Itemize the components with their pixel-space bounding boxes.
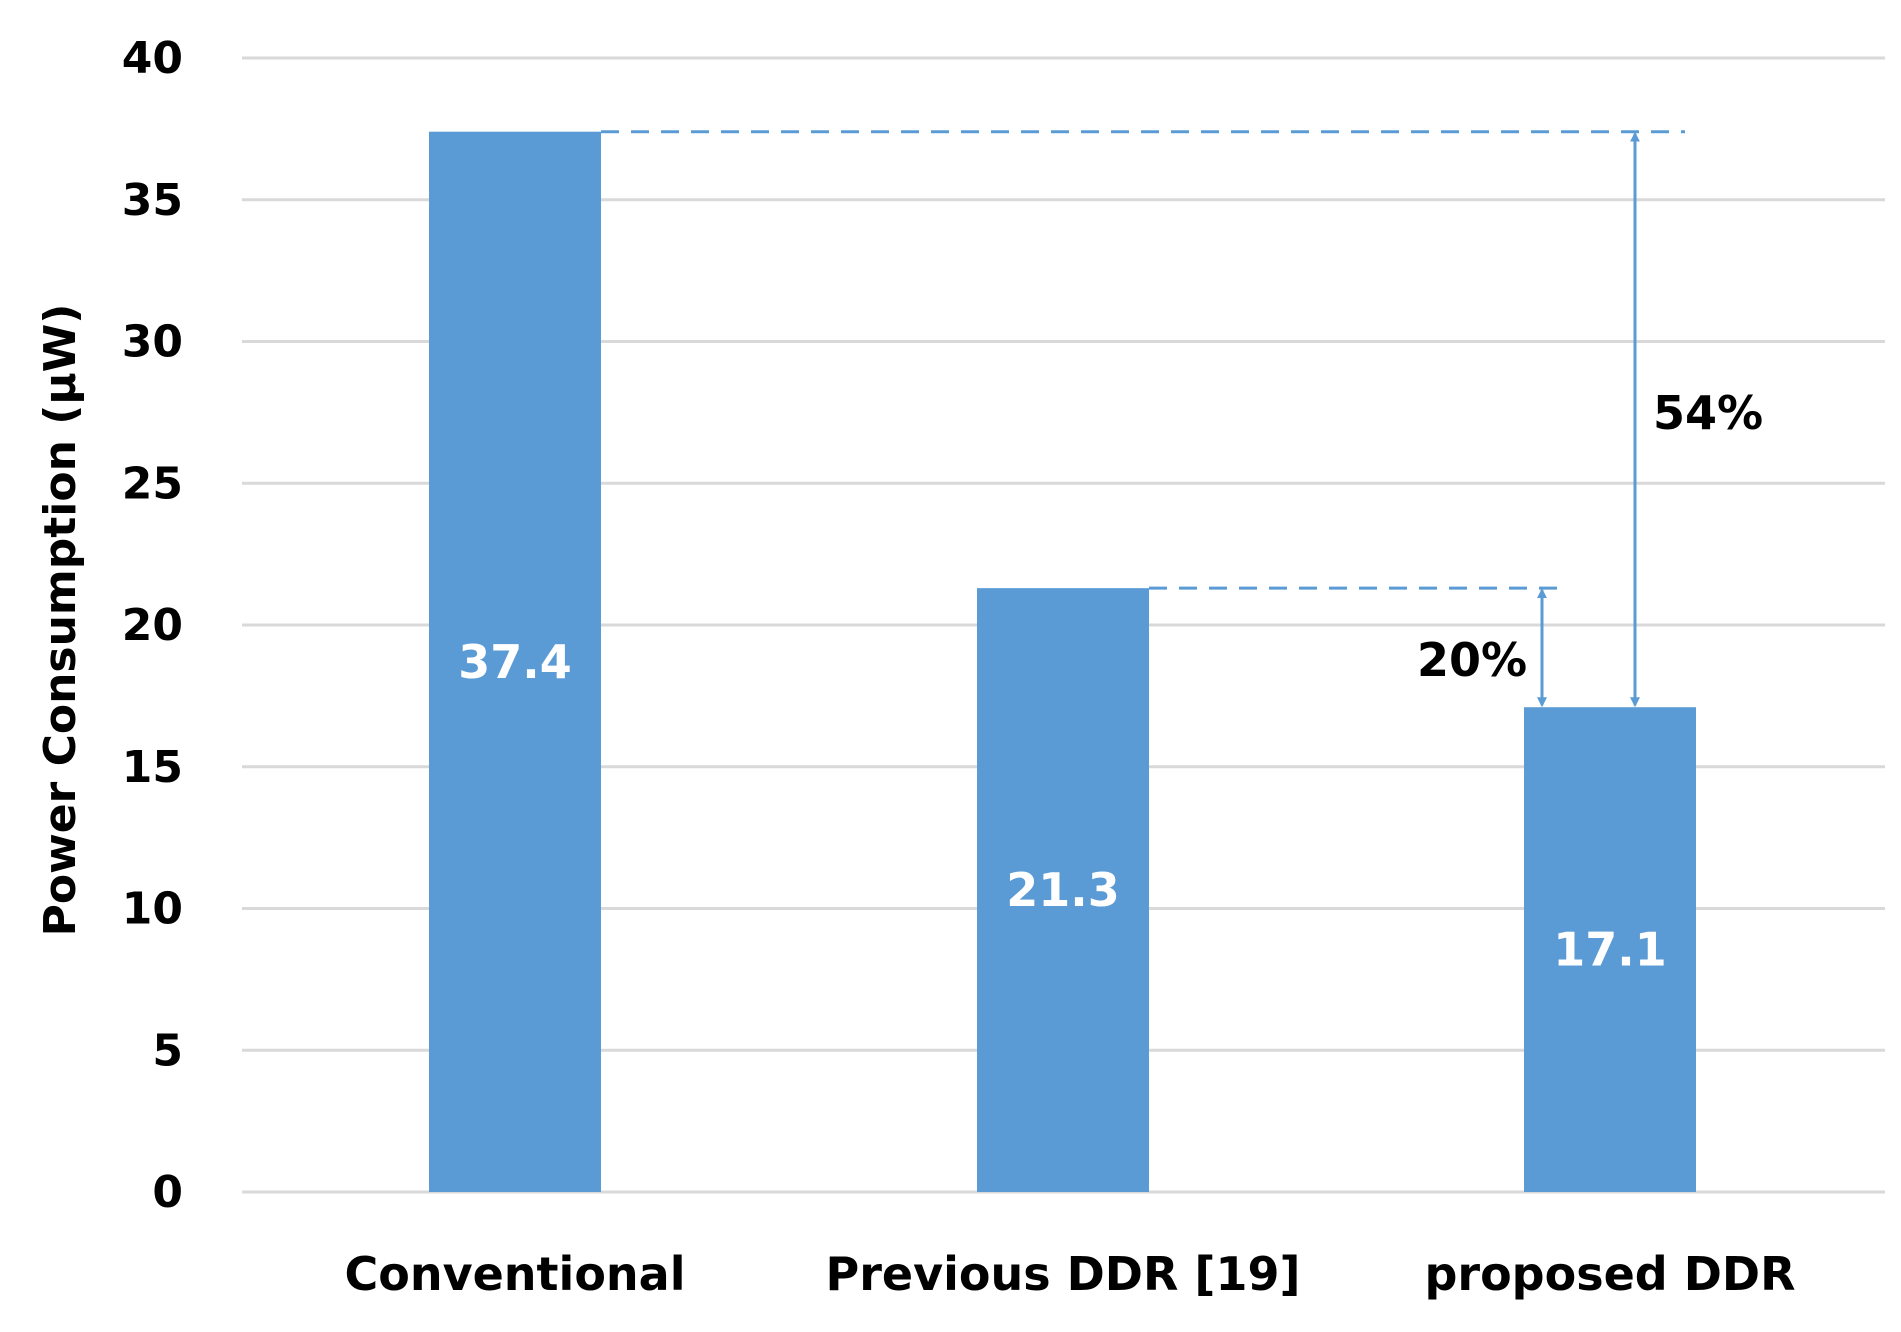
annotation-label-20: 20%: [1417, 633, 1527, 687]
y-tick-label-30: 30: [122, 317, 183, 368]
x-category-label-conventional: Conventional: [345, 1247, 686, 1301]
bar-conventional: [429, 131, 601, 1193]
x-category-label-proposed-ddr: proposed DDR: [1424, 1247, 1795, 1301]
y-tick-label-0: 0: [152, 1167, 183, 1218]
x-axis-categories: Conventional Previous DDR [19] proposed DD…: [345, 1247, 1796, 1301]
data-labels: 37.4 21.3 17.1 54% 20%: [458, 386, 1763, 977]
annotation-label-54: 54%: [1653, 386, 1763, 440]
y-axis-title: Power Consumption (μW): [35, 304, 86, 937]
data-label-proposed-ddr: 17.1: [1553, 923, 1667, 977]
reference-lines: [601, 130, 1685, 708]
y-tick-label-20: 20: [122, 600, 183, 651]
y-tick-label-5: 5: [152, 1025, 183, 1076]
y-axis-ticks: 0 5 10 15 20 25 30 35 40: [122, 33, 183, 1218]
bar-proposed-ddr: [1524, 707, 1696, 1192]
y-tick-label-15: 15: [122, 742, 183, 793]
bar-previous-ddr-19: [977, 588, 1149, 1192]
data-label-conventional: 37.4: [458, 635, 572, 689]
y-tick-label-40: 40: [122, 33, 183, 84]
y-tick-label-10: 10: [122, 884, 183, 935]
y-tick-label-25: 25: [122, 458, 183, 509]
bars: [429, 131, 1696, 1193]
y-tick-label-35: 35: [122, 175, 183, 226]
data-label-previous-ddr-19: 21.3: [1006, 863, 1120, 917]
x-category-label-previous-ddr-19: Previous DDR [19]: [826, 1247, 1301, 1301]
